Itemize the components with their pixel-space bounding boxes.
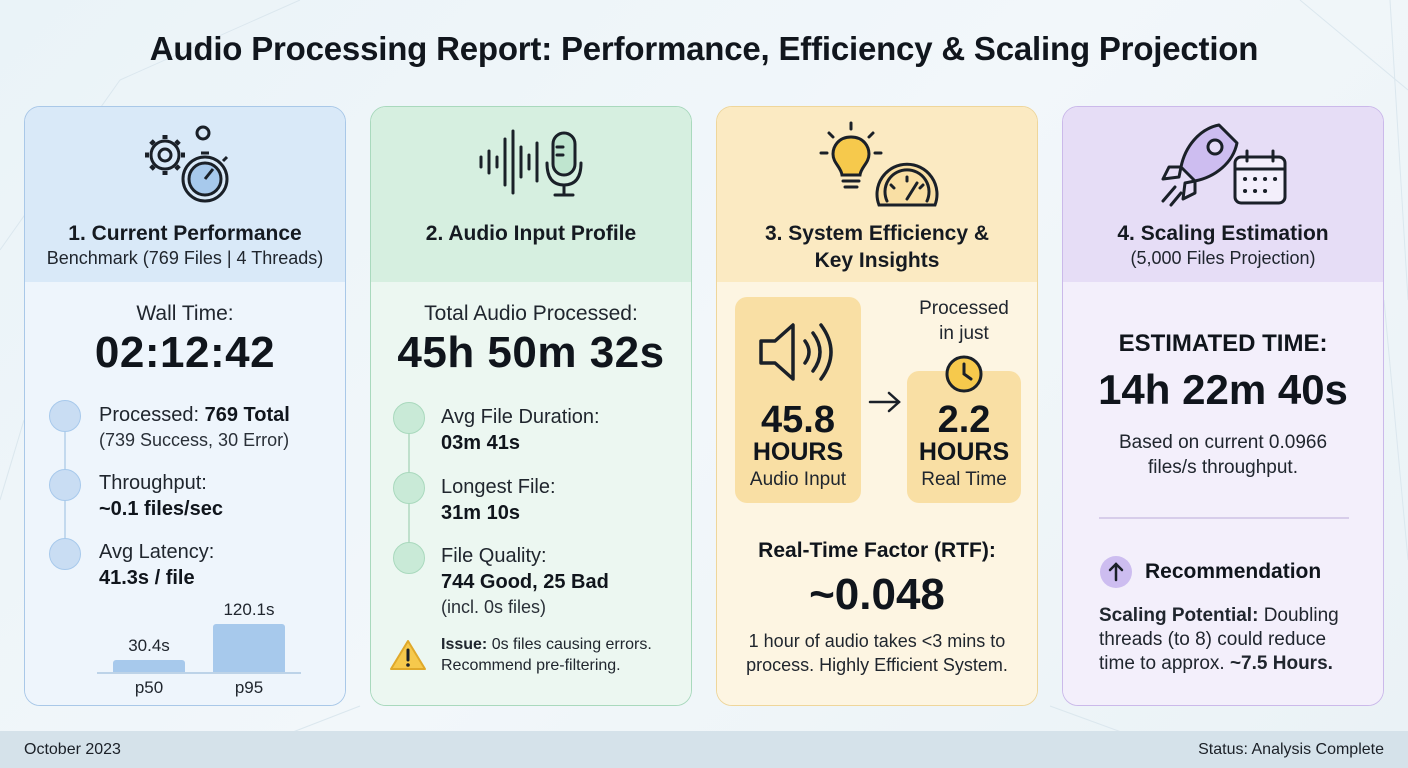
clock-icon: [945, 355, 983, 393]
latency-bar-p95: [213, 624, 285, 672]
waveform-microphone-icon: [479, 129, 583, 197]
processed-item: Processed: 769 Total (739 Success, 30 Er…: [99, 404, 290, 450]
card-scaling-estimation: 4. Scaling Estimation (5,000 Files Proje…: [1062, 106, 1384, 706]
real-time-value: 2.2: [937, 399, 991, 441]
card-title: 4. Scaling Estimation: [1117, 222, 1329, 245]
card-title: 3. System Efficiency & Key Insights: [764, 222, 990, 272]
card-header: 4. Scaling Estimation (5,000 Files Proje…: [1063, 107, 1383, 282]
audio-input-value: 45.8: [761, 399, 835, 441]
card-body: Total Audio Processed: 45h 50m 32s Avg F…: [371, 282, 691, 705]
latency-bar-p50: [113, 660, 185, 672]
card-body: Wall Time: 02:12:42 Processed: 769 Total…: [25, 282, 345, 705]
rtf-label: Real-Time Factor (RTF):: [758, 539, 996, 562]
estimated-time-value: 14h 22m 40s: [1098, 366, 1348, 413]
arrow-up-icon: [1100, 556, 1132, 588]
throughput-item: Throughput: ~0.1 files/sec: [99, 472, 223, 520]
latency-value-label: 120.1s: [223, 600, 275, 619]
warning-icon: [390, 640, 426, 670]
footer-date: October 2023: [24, 741, 121, 758]
real-time-label: Real Time: [921, 469, 1007, 490]
audio-input-tile: [735, 297, 861, 503]
card-body: ESTIMATED TIME: 14h 22m 40s Based on cur…: [1063, 282, 1383, 705]
arrow-right-icon: [868, 391, 901, 413]
rtf-value: ~0.048: [809, 570, 945, 619]
card-title: 1. Current Performance: [68, 222, 302, 245]
divider: [1099, 517, 1349, 519]
avg-duration-item: Avg File Duration: 03m 41s: [441, 406, 600, 454]
gear-stopwatch-icon: [145, 125, 229, 203]
latency-item: Avg Latency: 41.3s / file: [99, 541, 215, 589]
wall-time-value: 02:12:42: [94, 328, 276, 377]
card-audio-input-profile: 2. Audio Input Profile Total Audio Proce…: [370, 106, 692, 706]
timeline-dot: [49, 469, 81, 501]
card-subtitle: Benchmark (769 Files | 4 Threads): [46, 248, 324, 268]
real-time-tile: [907, 371, 1021, 503]
footer-status: Status: Analysis Complete: [1198, 741, 1384, 758]
rocket-calendar-icon: [1161, 123, 1287, 207]
wall-time-label: Wall Time:: [136, 302, 234, 325]
audio-input-unit: HOURS: [752, 438, 844, 466]
rtf-note: 1 hour of audio takes <3 mins to process…: [746, 631, 1008, 675]
lightbulb-gauge-icon: [819, 121, 939, 207]
timeline-dot: [393, 542, 425, 574]
card-subtitle: (5,000 Files Projection): [1130, 248, 1316, 268]
estimate-basis: Based on current 0.0966 files/s throughp…: [1118, 432, 1328, 478]
total-audio-label: Total Audio Processed:: [424, 302, 638, 325]
card-current-performance: 1. Current Performance Benchmark (769 Fi…: [24, 106, 346, 706]
timeline-dot: [393, 472, 425, 504]
processed-in-label: Processed in just: [919, 298, 1009, 344]
timeline-dot: [49, 400, 81, 432]
card-header: 2. Audio Input Profile: [371, 107, 691, 282]
card-header: 1. Current Performance Benchmark (769 Fi…: [25, 107, 345, 282]
total-audio-value: 45h 50m 32s: [397, 328, 665, 377]
estimated-time-label: ESTIMATED TIME:: [1118, 330, 1328, 357]
audio-input-label: Audio Input: [749, 469, 847, 490]
footer: October 2023 Status: Analysis Complete: [0, 731, 1408, 768]
card-header: 3. System Efficiency & Key Insights: [717, 107, 1037, 282]
file-quality-item: File Quality: 744 Good, 25 Bad (incl. 0s…: [441, 545, 609, 617]
real-time-unit: HOURS: [918, 438, 1010, 466]
longest-file-item: Longest File: 31m 10s: [441, 476, 556, 524]
latency-value-label: 30.4s: [128, 636, 170, 655]
timeline-dot: [49, 538, 81, 570]
page-title: Audio Processing Report: Performance, Ef…: [149, 30, 1259, 67]
latency-category-label: p50: [134, 678, 164, 697]
card-system-efficiency: 3. System Efficiency & Key Insights 45.8…: [716, 106, 1038, 706]
latency-category-label: p95: [234, 678, 264, 697]
speaker-icon: [759, 323, 833, 381]
chart-axis: [97, 672, 301, 674]
timeline-dot: [393, 402, 425, 434]
issue-note: Issue: 0s files causing errors. Recommen…: [441, 636, 652, 674]
recommendation-text: Scaling Potential: Doubling threads (to …: [1099, 605, 1339, 674]
card-title: 2. Audio Input Profile: [425, 222, 637, 245]
recommendation-title: Recommendation: [1145, 560, 1322, 583]
